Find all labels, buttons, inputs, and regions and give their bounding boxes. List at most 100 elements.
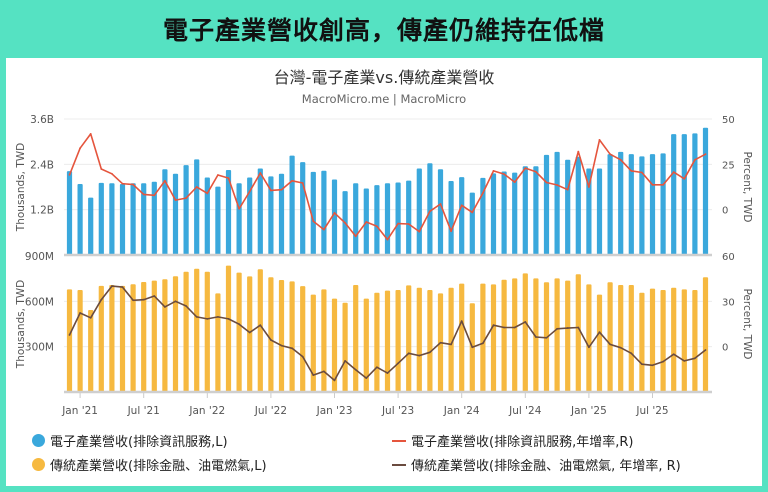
yoy-point [259,172,262,174]
yoy-point [280,344,283,347]
right-axis-title: Percent, TWD [741,288,753,359]
yoy-point [354,368,357,371]
bar [628,154,634,255]
bar [321,170,327,255]
yoy-point [217,315,219,318]
yoy-point [301,182,304,184]
left-tick-label: 300M [25,342,54,354]
x-tick-label: Jul '21 [127,405,160,417]
bar [353,183,359,255]
bar [384,290,391,392]
yoy-point [492,169,495,172]
bar [607,282,613,392]
bar [533,278,539,392]
bar [618,151,624,255]
bar [469,192,475,255]
bar [554,151,560,255]
yoy-point [651,364,654,367]
left-tick-label: 2.4B [30,159,54,171]
yoy-point [227,177,230,180]
yoy-point [450,230,452,233]
right-tick-label: 50 [722,115,735,126]
yoy-point [195,315,198,318]
left-axis-title: Thousands, TWD [15,280,27,369]
yoy-point [429,351,431,354]
yoy-point [280,188,283,191]
right-tick-label: 0 [722,343,728,354]
yoy-point [535,336,537,338]
yoy-point [217,174,219,176]
yoy-point [641,171,643,174]
yoy-point [566,327,569,329]
yoy-point [185,305,188,307]
legend-item-electronics-yoy[interactable]: 電子產業營收(排除資訊服務,年增率,R) [392,431,633,450]
yoy-point [513,326,516,329]
bar [501,171,507,255]
yoy-point [535,170,537,173]
bar [565,280,571,392]
x-tick-label: Jul '23 [381,405,414,417]
yoy-point [386,238,389,241]
yoy-point [386,372,389,375]
bar [278,173,285,255]
yoy-point [556,184,558,186]
yoy-point [89,132,92,135]
yoy-point [111,285,113,287]
legend-item-traditional-revenue[interactable]: 傳統產業營收(排除金融、油電燃氣,L) [32,455,267,474]
bar [448,180,454,255]
bar [649,154,656,255]
bar [490,284,497,392]
legend-item-traditional-yoy[interactable]: 傳統產業營收(排除金融、油電燃氣, 年增率, R) [392,455,681,474]
x-tick-label: Jan '21 [61,405,98,417]
yoy-point [492,324,495,327]
bar [406,180,412,255]
bar [607,154,613,255]
bar [215,186,221,255]
yoy-point [312,220,315,223]
yoy-point [439,341,442,344]
yoy-point [704,153,707,156]
yoy-point [344,222,346,224]
yoy-point [630,352,633,355]
yoy-point [482,192,484,194]
yoy-point [121,182,124,185]
yoy-point [323,228,325,231]
bar [172,276,179,392]
bar [331,179,338,255]
bar [300,286,306,392]
bar [321,289,327,392]
yoy-point [259,324,262,327]
x-tick-label: Jan '25 [570,405,607,417]
chart-panel [6,58,762,486]
bar [141,183,147,255]
bar [289,155,295,255]
bar [289,281,295,392]
bar [395,182,401,255]
left-axis-title: Thousands, TWD [15,143,27,232]
yoy-point [142,193,145,196]
bar [596,294,603,392]
yoy-point [397,222,399,225]
bar [543,154,550,255]
bar [353,285,359,392]
yoy-point [291,179,293,182]
bar [257,168,263,255]
bar [628,285,634,392]
legend-item-electronics-revenue[interactable]: 電子產業營收(排除資訊服務,L) [32,431,228,450]
bar [416,287,422,392]
yoy-point [227,317,230,320]
yoy-point [376,366,378,369]
yoy-point [195,186,198,188]
bar [406,285,412,392]
bar [236,272,242,392]
bar [681,289,687,392]
bar [427,163,433,255]
x-tick-label: Jan '24 [443,405,480,417]
yoy-point [503,326,505,329]
yoy-point [206,317,209,320]
x-tick-label: Jul '25 [635,405,668,417]
yoy-point [683,359,686,362]
bar [194,159,200,255]
bar [77,290,83,392]
bar [596,168,603,255]
